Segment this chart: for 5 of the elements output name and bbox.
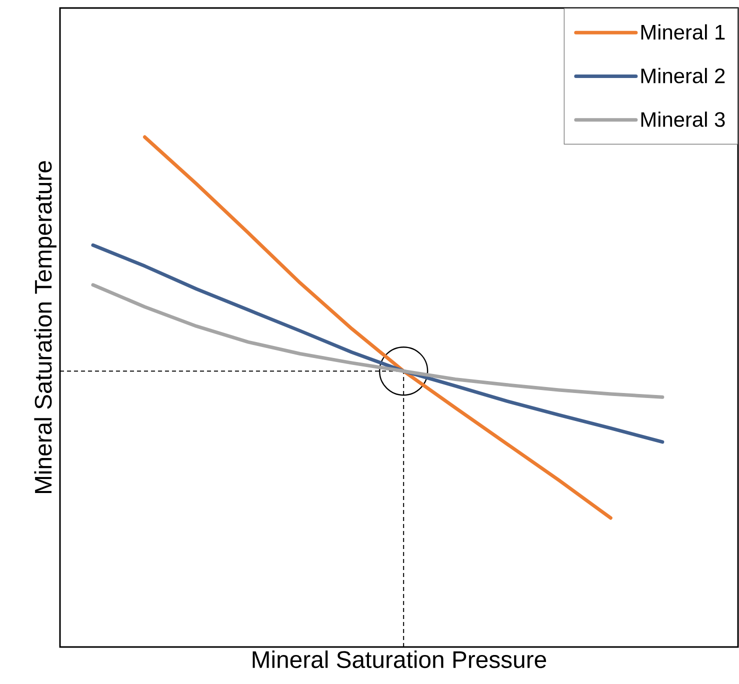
legend-label: Mineral 3: [641, 112, 725, 127]
x-axis-title: Mineral Saturation Pressure: [252, 650, 546, 668]
y-axis-title: Mineral Saturation Temperature: [34, 161, 56, 493]
legend-label: Mineral 1: [641, 24, 725, 40]
legend-label: Mineral 2: [641, 68, 725, 84]
